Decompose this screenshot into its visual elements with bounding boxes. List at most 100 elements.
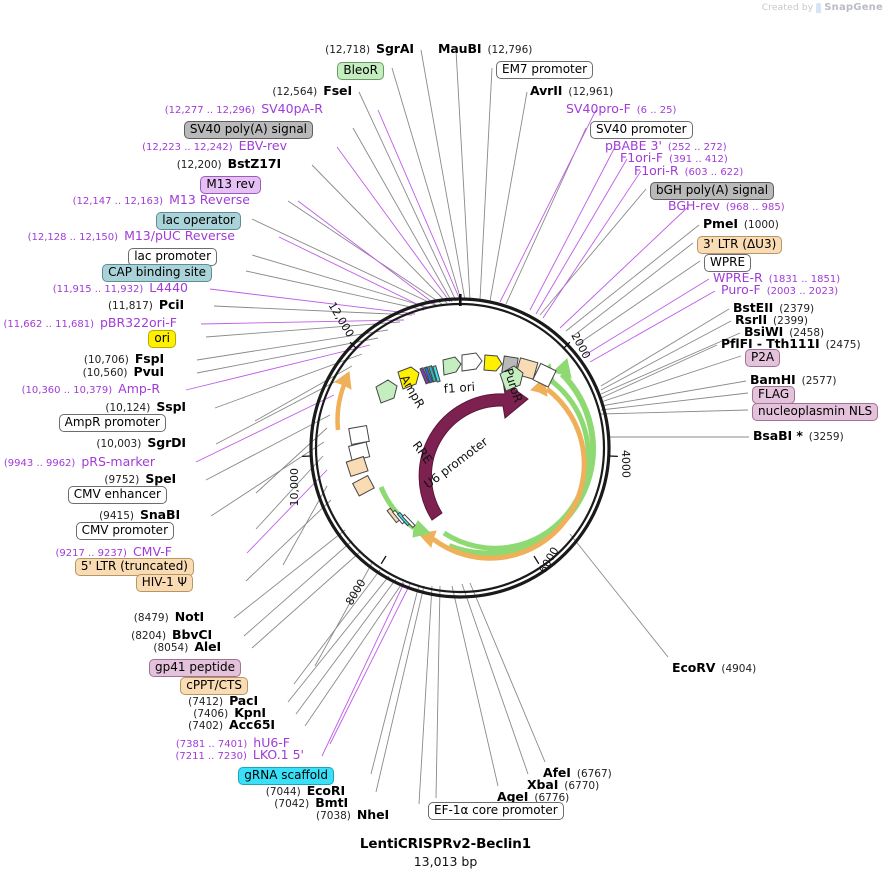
map-label-f1ori-f[interactable]: F1ori-F (391 .. 412)	[620, 151, 728, 165]
map-label-bamhi[interactable]: BamHI (2577)	[750, 373, 837, 387]
map-label-flag[interactable]: FLAG	[752, 386, 796, 404]
map-label-pvui[interactable]: (10,560) PvuI	[83, 365, 165, 379]
map-label-noti[interactable]: (8479) NotI	[134, 610, 204, 624]
feature-chip-cmv-promoter[interactable]: CMV promoter	[75, 522, 174, 540]
feature-chip-p2a[interactable]: P2A	[745, 349, 781, 367]
map-label-pmei[interactable]: PmeI (1000)	[703, 217, 779, 231]
map-label-sspi[interactable]: (10,124) SspI	[105, 400, 186, 414]
map-label-m13-reverse[interactable]: (12,147 .. 12,163) M13 Reverse	[73, 193, 250, 207]
map-label-bmti[interactable]: (7042) BmtI	[274, 796, 348, 810]
map-label-cap-binding-site[interactable]: CAP binding site	[102, 264, 212, 282]
feature-chip-wpre[interactable]: WPRE	[704, 254, 752, 272]
map-label-sv40-polya[interactable]: SV40 poly(A) signal	[183, 121, 313, 139]
map-label-alei[interactable]: (8054) AleI	[153, 640, 221, 654]
map-label-ebv-rev[interactable]: (12,223 .. 12,242) EBV-rev	[142, 139, 287, 153]
enzyme-name-spei: SpeI	[145, 471, 176, 486]
map-label-hiv-1-psi[interactable]: HIV-1 Ψ	[135, 574, 193, 592]
enzyme-pos-ecori: (7044)	[265, 786, 301, 798]
feature-chip-flag[interactable]: FLAG	[752, 386, 796, 404]
map-label-fsei[interactable]: (12,564) FseI	[272, 84, 352, 98]
map-label-wpre[interactable]: WPRE	[704, 254, 752, 272]
feature-chip-ef1a-core[interactable]: EF-1α core promoter	[428, 802, 564, 820]
map-label-ecori[interactable]: (7044) EcoRI	[265, 784, 345, 798]
map-label-kpni[interactable]: (7406) KpnI	[193, 706, 266, 720]
map-label-bgh-polya[interactable]: bGH poly(A) signal	[650, 182, 775, 200]
feature-chip-3-ltr-du3[interactable]: 3' LTR (ΔU3)	[697, 236, 783, 254]
feature-chip-gp41-peptide[interactable]: gp41 peptide	[149, 659, 241, 677]
map-label-cmv-enhancer[interactable]: CMV enhancer	[67, 486, 167, 504]
feature-chip-bgh-polya[interactable]: bGH poly(A) signal	[650, 182, 775, 200]
map-label-l4440[interactable]: (11,915 .. 11,932) L4440	[53, 281, 188, 295]
feature-chip-grna-scaffold[interactable]: gRNA scaffold	[238, 767, 334, 785]
feature-chip-cap-binding-site[interactable]: CAP binding site	[102, 264, 212, 282]
map-label-hu6-f[interactable]: (7381 .. 7401) hU6-F	[176, 736, 290, 750]
map-label-bleor[interactable]: BleoR	[337, 62, 384, 80]
map-label-wpre-r[interactable]: WPRE-R (1831 .. 1851)	[713, 271, 840, 285]
map-label-bsabi[interactable]: BsaBI * (3259)	[753, 429, 844, 443]
map-label-prs-marker[interactable]: (9943 .. 9962) pRS-marker	[4, 455, 155, 469]
feature-chip-lac-operator[interactable]: lac operator	[156, 212, 241, 230]
map-label-m13-puc-reverse[interactable]: (12,128 .. 12,150) M13/pUC Reverse	[28, 229, 235, 243]
map-label-ecorv[interactable]: EcoRV (4904)	[672, 661, 756, 675]
map-label-cmv-f[interactable]: (9217 .. 9237) CMV-F	[56, 545, 172, 559]
map-label-3-ltr-du3[interactable]: 3' LTR (ΔU3)	[697, 236, 783, 254]
feature-chip-hiv-1-psi[interactable]: HIV-1 Ψ	[135, 574, 193, 592]
map-label-agei[interactable]: AgeI (6776)	[497, 790, 569, 804]
feature-chip-5-ltr-truncated[interactable]: 5' LTR (truncated)	[74, 558, 194, 576]
map-label-ef1a-core[interactable]: EF-1α core promoter	[428, 802, 564, 820]
map-label-pbr322ori-f[interactable]: (11,662 .. 11,681) pBR322ori-F	[3, 316, 177, 330]
map-label-bgh-rev[interactable]: BGH-rev (968 .. 985)	[668, 199, 785, 213]
feature-chip-ori[interactable]: ori	[148, 330, 176, 348]
map-label-avrii[interactable]: AvrII (12,961)	[530, 84, 613, 98]
map-label-sgrai[interactable]: (12,718) SgrAI	[325, 42, 414, 56]
map-label-bbvci[interactable]: (8204) BbvCI	[131, 628, 212, 642]
map-label-sv40pa-r[interactable]: (12,277 .. 12,296) SV40pA-R	[165, 102, 323, 116]
map-label-spei[interactable]: (9752) SpeI	[104, 471, 176, 486]
map-label-maubi[interactable]: MauBI (12,796)	[438, 42, 532, 56]
map-label-afei[interactable]: AfeI (6767)	[543, 766, 612, 780]
feature-chip-em7-promoter[interactable]: EM7 promoter	[496, 61, 594, 79]
feature-chip-cmv-enhancer[interactable]: CMV enhancer	[67, 486, 167, 504]
map-label-lac-operator[interactable]: lac operator	[156, 212, 241, 230]
map-label-em7-promoter[interactable]: EM7 promoter	[496, 61, 594, 79]
map-label-cppt-cts[interactable]: cPPT/CTS	[180, 677, 248, 695]
map-label-ori[interactable]: ori	[148, 330, 176, 348]
map-label-sv40pro-f[interactable]: SV40pro-F (6 .. 25)	[566, 102, 676, 116]
feature-chip-cppt-cts[interactable]: cPPT/CTS	[180, 677, 248, 695]
map-label-sgrdi[interactable]: (10,003) SgrDI	[96, 436, 186, 450]
feature-chip-ampr-promoter[interactable]: AmpR promoter	[58, 414, 166, 432]
map-label-bsiwi[interactable]: BsiWI (2458)	[744, 325, 824, 339]
map-label-rsrii[interactable]: RsrII (2399)	[735, 313, 808, 327]
feature-chip-sv40-promoter[interactable]: SV40 promoter	[590, 121, 693, 139]
map-label-f1ori-r[interactable]: F1ori-R (603 .. 622)	[634, 164, 743, 178]
map-label-sv40-promoter[interactable]: SV40 promoter	[590, 121, 693, 139]
feature-chip-sv40-polya[interactable]: SV40 poly(A) signal	[183, 121, 313, 139]
map-label-pbabe-3[interactable]: pBABE 3' (252 .. 272)	[605, 139, 727, 153]
map-label-pflfi-tth111i[interactable]: PflFI - Tth111I (2475)	[721, 337, 861, 351]
map-label-nucleoplasmin-nls[interactable]: nucleoplasmin NLS	[752, 403, 879, 421]
map-label-pcii[interactable]: (11,817) PciI	[108, 298, 184, 312]
map-label-5-ltr-truncated[interactable]: 5' LTR (truncated)	[74, 558, 194, 576]
map-label-p2a[interactable]: P2A	[745, 349, 781, 367]
map-label-grna-scaffold[interactable]: gRNA scaffold	[238, 767, 334, 785]
feature-chip-lac-promoter[interactable]: lac promoter	[128, 248, 217, 266]
map-label-paci[interactable]: (7412) PacI	[188, 694, 258, 708]
feature-chip-nucleoplasmin-nls[interactable]: nucleoplasmin NLS	[752, 403, 879, 421]
map-label-snabi[interactable]: (9415) SnaBI	[99, 508, 180, 522]
map-label-puro-f[interactable]: Puro-F (2003 .. 2023)	[721, 283, 838, 297]
map-label-bstell[interactable]: BstEII (2379)	[733, 301, 814, 315]
map-label-m13-rev[interactable]: M13 rev	[200, 176, 261, 194]
map-label-lac-promoter[interactable]: lac promoter	[128, 248, 217, 266]
map-label-fspi[interactable]: (10,706) FspI	[84, 352, 164, 366]
map-label-amp-r[interactable]: (10,360 .. 10,379) Amp-R	[22, 382, 160, 396]
map-label-cmv-promoter[interactable]: CMV promoter	[75, 522, 174, 540]
feature-chip-bleor[interactable]: BleoR	[337, 62, 384, 80]
map-label-bstz17i[interactable]: (12,200) BstZ17I	[177, 157, 281, 171]
map-label-gp41-peptide[interactable]: gp41 peptide	[149, 659, 241, 677]
map-label-xbai[interactable]: XbaI (6770)	[527, 778, 599, 792]
map-label-nhei[interactable]: (7038) NheI	[316, 808, 389, 822]
map-label-lko1-5[interactable]: (7211 .. 7230) LKO.1 5'	[175, 748, 304, 762]
map-label-acc65i[interactable]: (7402) Acc65I	[188, 718, 275, 732]
map-label-ampr-promoter[interactable]: AmpR promoter	[58, 414, 166, 432]
feature-chip-m13-rev[interactable]: M13 rev	[200, 176, 261, 194]
